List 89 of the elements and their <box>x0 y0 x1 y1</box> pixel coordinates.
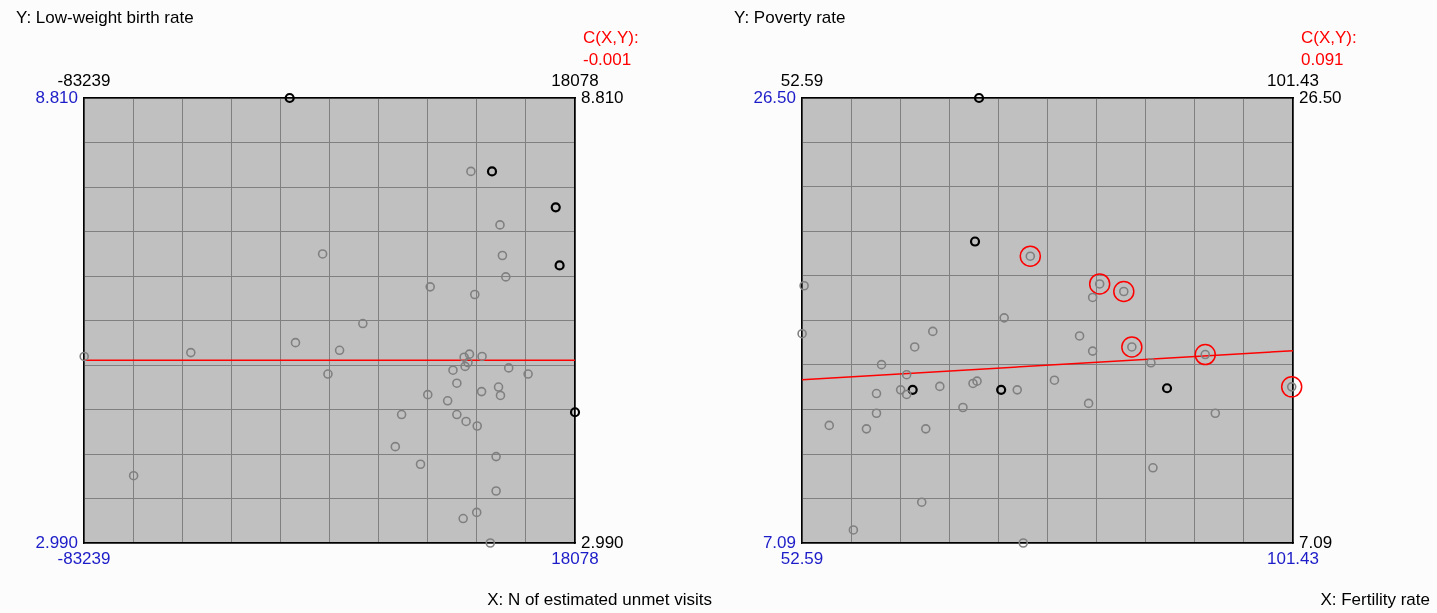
point <box>901 389 912 400</box>
text: C(X,Y): -0.001 <box>583 27 639 69</box>
point <box>477 351 487 362</box>
point <box>909 342 920 352</box>
point <box>501 272 511 282</box>
point <box>1210 408 1221 419</box>
point <box>442 395 453 406</box>
point <box>1012 385 1023 395</box>
point <box>495 220 505 230</box>
point <box>323 369 333 379</box>
point <box>461 416 471 427</box>
point <box>472 421 483 431</box>
x-axis-title: X: Fertility rate <box>1320 589 1430 609</box>
point <box>550 202 561 213</box>
point <box>861 424 872 434</box>
point <box>1161 383 1173 394</box>
point <box>901 369 912 380</box>
x-axis-title: X: N of estimated unmet visits <box>487 589 712 609</box>
point <box>927 326 938 337</box>
point <box>1087 292 1098 303</box>
point <box>290 337 301 348</box>
point <box>968 378 978 389</box>
point <box>973 92 985 104</box>
point <box>1148 463 1158 473</box>
point <box>848 525 859 535</box>
point <box>871 408 882 419</box>
point <box>1049 375 1060 386</box>
point <box>425 282 436 292</box>
point <box>452 409 462 420</box>
x-tick-label: 52.59 <box>780 548 824 568</box>
x2-tick-label: -83239 <box>57 71 111 91</box>
point <box>1018 538 1029 548</box>
point <box>452 378 462 388</box>
point <box>415 459 426 470</box>
point <box>523 369 533 379</box>
x2-tick-label: 52.59 <box>780 71 824 91</box>
point <box>497 250 508 261</box>
point <box>186 347 196 358</box>
point <box>916 497 927 507</box>
point <box>935 381 945 392</box>
point <box>284 92 295 104</box>
point <box>422 389 433 400</box>
point <box>495 390 506 401</box>
point <box>871 388 882 399</box>
point <box>486 166 498 177</box>
point <box>907 384 918 395</box>
point <box>958 402 968 413</box>
point <box>334 345 345 356</box>
point <box>460 361 470 372</box>
point <box>493 382 504 392</box>
point <box>485 538 496 548</box>
point <box>79 351 89 362</box>
point <box>448 365 458 375</box>
point <box>1074 331 1085 341</box>
point <box>491 486 501 496</box>
point <box>1083 398 1094 409</box>
point <box>471 507 482 518</box>
point <box>476 386 487 397</box>
point <box>824 420 835 431</box>
point <box>895 385 906 395</box>
point <box>554 260 565 271</box>
y-axis-title: Y: Low-weight birth rate <box>16 7 194 27</box>
point <box>1087 346 1098 356</box>
point <box>969 236 981 247</box>
point <box>469 289 480 300</box>
point <box>463 357 473 368</box>
x-tick-label: -83239 <box>57 548 111 568</box>
point <box>464 349 475 359</box>
point <box>972 376 982 386</box>
point <box>876 359 887 370</box>
point <box>396 409 407 420</box>
point <box>996 384 1007 395</box>
point <box>569 407 581 418</box>
y-axis-title: Y: Poverty rate <box>734 7 846 27</box>
point <box>358 318 368 329</box>
text: C(X,Y): 0.091 <box>1301 27 1357 69</box>
point <box>503 363 514 373</box>
point <box>317 249 328 259</box>
point <box>797 328 807 339</box>
point <box>799 280 809 291</box>
point <box>920 424 931 434</box>
point <box>458 513 468 524</box>
point <box>128 470 139 481</box>
point <box>1146 358 1156 368</box>
point <box>466 166 476 177</box>
point <box>390 441 401 452</box>
point <box>999 313 1009 323</box>
point <box>459 352 469 362</box>
point <box>491 451 501 462</box>
